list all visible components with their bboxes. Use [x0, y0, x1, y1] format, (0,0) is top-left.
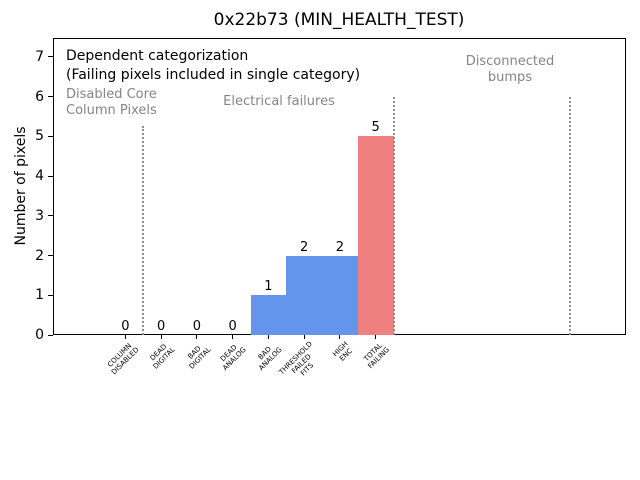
bar-value-label: 0	[228, 319, 237, 334]
bar-value-label: 0	[121, 319, 130, 334]
x-tick-label: THRESHOLD FAILED FITS	[277, 340, 316, 378]
x-tick-mark	[124, 335, 126, 339]
y-tick-mark	[48, 135, 53, 137]
x-tick-mark	[160, 335, 162, 339]
y-tick-mark	[48, 334, 53, 336]
annotation-disabled-core-region-label: Disabled Core Column Pixels	[66, 87, 157, 118]
y-tick-label: 5	[35, 128, 44, 145]
annotation-dependent-categorization-note: Dependent categorization	[66, 48, 249, 64]
y-tick-mark	[48, 96, 53, 98]
chart-title: 0x22b73 (MIN_HEALTH_TEST)	[213, 10, 465, 30]
y-tick-label: 6	[35, 88, 44, 105]
x-tick-mark	[303, 335, 305, 339]
x-tick-mark	[232, 335, 234, 339]
annotation-disconnected-bumps-region-label: Disconnected bumps	[465, 54, 555, 85]
separator-line	[568, 96, 571, 335]
bar	[286, 255, 323, 335]
x-tick-label: DEAD ANALOG	[219, 343, 248, 373]
y-tick-mark	[48, 175, 53, 177]
y-tick-label: 1	[35, 287, 44, 304]
x-tick-mark	[339, 335, 341, 339]
x-tick-label: TOTAL FAILING	[362, 341, 391, 371]
separator-line	[142, 126, 145, 335]
y-tick-label: 0	[35, 327, 44, 343]
y-tick-mark	[48, 56, 53, 58]
bar-value-label: 0	[157, 319, 166, 334]
y-tick-mark	[48, 255, 53, 257]
y-tick-label: 3	[35, 207, 44, 224]
y-tick-mark	[48, 294, 53, 296]
bar-value-label: 1	[264, 279, 273, 295]
x-tick-mark	[267, 335, 269, 339]
y-tick-label: 4	[35, 168, 44, 185]
x-tick-label: DEAD DIGITAL	[148, 342, 177, 371]
bar	[322, 255, 358, 335]
bar-value-label: 2	[300, 239, 309, 255]
bar-value-label: 2	[335, 239, 345, 255]
y-tick-mark	[48, 215, 53, 217]
x-tick-label: BAD ANALOG	[256, 345, 284, 373]
separator-line	[392, 96, 395, 335]
annotation-electrical-failures-region-label: Electrical failures	[223, 94, 335, 109]
x-tick-mark	[196, 335, 198, 339]
bar-value-label: 0	[192, 319, 202, 334]
x-tick-label: HIGH ENC	[331, 340, 354, 363]
annotation-failing-pixels-note: (Failing pixels included in single categ…	[66, 67, 361, 83]
bar-value-label: 5	[371, 120, 380, 136]
x-tick-label: COLUMN DISABLED	[106, 341, 141, 377]
x-tick-label: BAD DIGITAL	[185, 344, 213, 371]
y-tick-label: 2	[35, 247, 44, 264]
bar	[357, 136, 394, 335]
y-tick-label: 7	[35, 48, 44, 65]
bar	[250, 295, 287, 335]
x-tick-mark	[375, 335, 377, 339]
